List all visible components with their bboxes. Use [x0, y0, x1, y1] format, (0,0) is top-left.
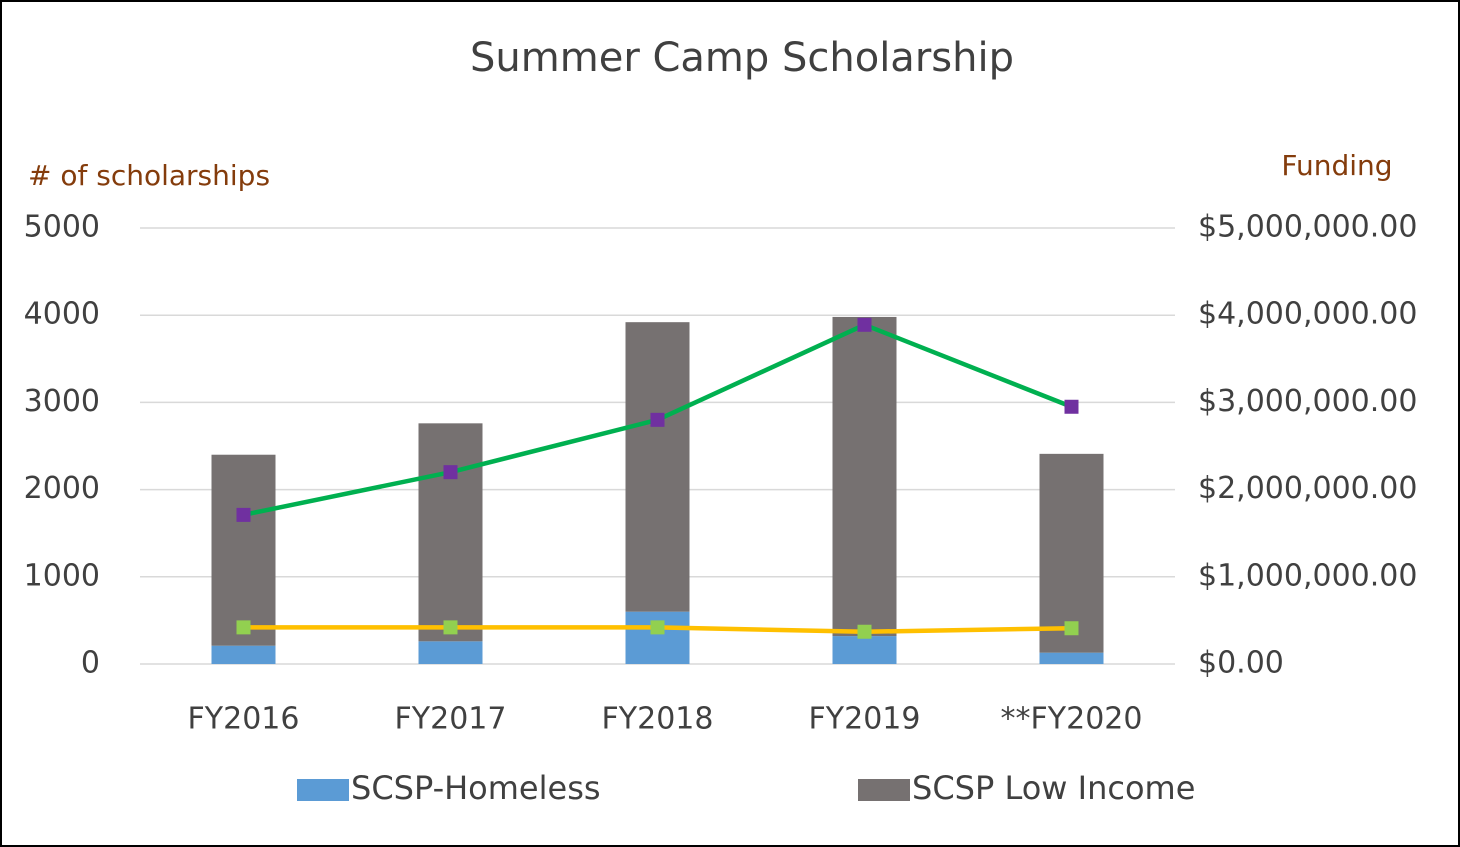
y-tick-label: 3000: [24, 384, 100, 419]
y2-tick-label: $5,000,000.00: [1198, 210, 1417, 245]
x-tick-label: FY2018: [602, 702, 714, 737]
bar: [1039, 652, 1104, 664]
y-tick-label: 5000: [24, 210, 100, 245]
y-tick-label: 1000: [24, 558, 100, 593]
y2-tick-label: $2,000,000.00: [1198, 471, 1417, 506]
bar: [211, 454, 276, 646]
y-tick-label: 0: [81, 646, 100, 681]
y-axis-label: # of scholarships: [28, 159, 270, 192]
line-marker: [857, 624, 872, 639]
y2-tick-label: $4,000,000.00: [1198, 297, 1417, 332]
y2-tick-label: $1,000,000.00: [1198, 558, 1417, 593]
bar: [1039, 453, 1104, 653]
x-tick-label: FY2016: [188, 702, 300, 737]
line-marker: [1064, 621, 1079, 636]
legend-swatch: [858, 779, 910, 801]
line-marker: [650, 620, 665, 635]
line-marker: [443, 465, 458, 480]
bar: [418, 423, 483, 642]
legend-label: SCSP Low Income: [912, 769, 1195, 807]
x-tick-label: FY2019: [809, 702, 921, 737]
line-marker: [857, 317, 872, 332]
line-marker: [236, 620, 251, 635]
bar: [625, 611, 690, 664]
line-marker: [236, 507, 251, 522]
legend-swatch: [297, 779, 349, 801]
legend-label: SCSP-Homeless: [351, 769, 601, 807]
y-tick-label: 4000: [24, 297, 100, 332]
line-marker: [1064, 399, 1079, 414]
line-marker: [443, 620, 458, 635]
bar: [211, 645, 276, 664]
y2-tick-label: $0.00: [1198, 646, 1284, 681]
x-tick-label: **FY2020: [1001, 702, 1143, 737]
y-tick-label: 2000: [24, 471, 100, 506]
bar: [832, 636, 897, 664]
bar: [625, 322, 690, 612]
bar: [418, 641, 483, 664]
chart-title: Summer Camp Scholarship: [470, 35, 1014, 81]
y2-tick-label: $3,000,000.00: [1198, 384, 1417, 419]
x-tick-label: FY2017: [395, 702, 507, 737]
line-marker: [650, 412, 665, 427]
y2-axis-label: Funding: [1281, 149, 1392, 182]
bar: [832, 316, 897, 637]
